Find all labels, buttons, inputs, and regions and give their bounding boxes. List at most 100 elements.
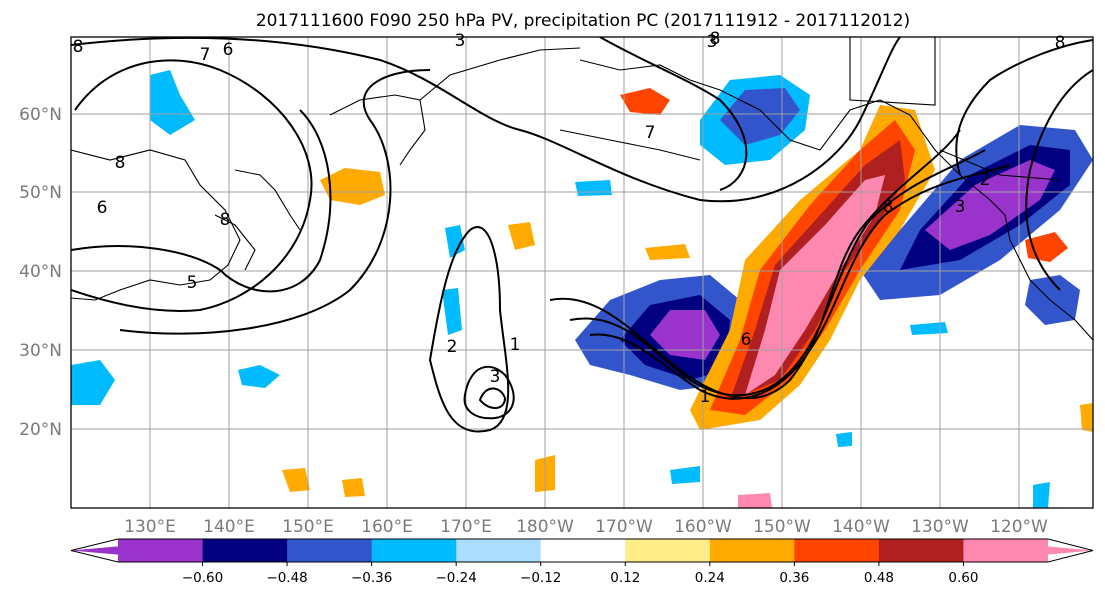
lon-label: 180°W: [516, 517, 574, 537]
contour-label: 8: [1055, 33, 1066, 53]
lon-label: 120°W: [990, 517, 1048, 537]
coastlines: [71, 37, 1093, 341]
pv-contours: [71, 37, 1093, 433]
colorbar-bin: [371, 539, 457, 562]
colorbar-tick-label: −0.36: [351, 570, 392, 586]
contour-5: [428, 226, 510, 433]
colorbar-bin: [709, 539, 795, 562]
shade-neg-small-7: [575, 180, 612, 196]
lon-label: 150°E: [282, 517, 334, 537]
latitude-labels: 60°N 50°N 40°N 30°N 20°N: [19, 105, 62, 440]
border-canada: [939, 149, 1061, 181]
colorbar-tick-label: 0.36: [779, 570, 809, 586]
contour-8: [549, 129, 961, 400]
coast-asia: [71, 149, 241, 301]
contour-6: [463, 365, 515, 420]
colorbar-tick-label: 0.12: [610, 570, 640, 586]
contour-label: 8: [115, 153, 126, 173]
contour-label: 8: [710, 29, 721, 49]
lon-label: 160°W: [674, 517, 732, 537]
contour-label: 5: [187, 273, 198, 293]
lat-label: 30°N: [19, 341, 62, 361]
shade-neg-nw: [150, 70, 195, 135]
contour-label: 1: [510, 335, 521, 355]
contour-label: 2: [447, 337, 458, 357]
figure-title: 2017111600 F090 250 hPa PV, precipitatio…: [256, 11, 910, 31]
contour-2: [71, 59, 313, 312]
contour-label: 7: [200, 45, 211, 65]
colorbar-bin: [118, 539, 203, 562]
colorbar-tick-label: 0.48: [864, 570, 894, 586]
contour-label: 3: [707, 32, 718, 52]
colorbar-bin: [202, 539, 288, 562]
contour-label: 6: [223, 40, 234, 60]
contour-4: [119, 69, 431, 335]
coast-hokkaido: [214, 214, 256, 271]
longitude-labels: 130°E 140°E 150°E 160°E 170°E 180°W 170°W 160°W…: [124, 517, 1048, 537]
colorbar-extend-max: [963, 539, 1093, 562]
contour-9: [569, 149, 986, 397]
shade-neg-small-1: [238, 365, 280, 388]
shade-pos-band-peak: [745, 175, 885, 395]
lon-label: 150°W: [753, 517, 811, 537]
contour-7: [478, 387, 507, 409]
colorbar-outline: [70, 538, 1094, 563]
coast-kurils: [234, 169, 301, 231]
colorbar-bin: [540, 539, 626, 562]
colorbar-tick-label: 0.60: [948, 570, 978, 586]
contour-label: 6: [741, 330, 752, 350]
colorbar-tick-label: −0.60: [182, 570, 223, 586]
lon-label: 140°E: [203, 517, 255, 537]
shade-neg-small-5: [910, 322, 948, 335]
colorbar-tick-label: −0.48: [266, 570, 307, 586]
contour-11: [955, 39, 1093, 176]
coast-aleutians: [559, 129, 701, 161]
shade-pos-small-4: [342, 478, 365, 497]
map-frame: [70, 36, 1094, 509]
lat-label: 60°N: [19, 105, 62, 125]
colorbar-bin: [878, 539, 964, 562]
lat-label: 50°N: [19, 183, 62, 203]
colorbar: −0.60 −0.48 −0.36 −0.24 −0.12 0.12 0.24 0.36 0.4…: [70, 538, 1094, 586]
colorbar-tick-label: −0.24: [435, 570, 476, 586]
shade-pos-small-2: [645, 244, 690, 260]
contour-label: 8: [73, 37, 84, 57]
contour-label: 3: [490, 367, 501, 387]
contour-label: 8: [883, 197, 894, 217]
contour-label: 7: [645, 123, 656, 143]
colorbar-tick-label: 0.24: [695, 570, 725, 586]
lat-label: 20°N: [19, 420, 62, 440]
contour-label: 6: [97, 198, 108, 218]
lon-label: 170°E: [440, 517, 492, 537]
lat-label: 40°N: [19, 262, 62, 282]
contour-12: [1025, 69, 1093, 291]
colorbar-tick-label: −0.12: [520, 570, 561, 586]
contour-10: [589, 164, 1011, 400]
lon-label: 170°W: [595, 517, 653, 537]
graticule: [71, 37, 1093, 508]
shade-pos-kamchatka: [320, 168, 385, 205]
coast-chukotka: [419, 47, 581, 101]
shade-neg-west: [71, 360, 115, 405]
contour-label: 8: [220, 210, 231, 230]
shade-neg-small-2: [445, 225, 465, 258]
lon-label: 130°W: [911, 517, 969, 537]
contour-1: [71, 37, 901, 203]
shade-neg-ne-peak: [925, 160, 1055, 250]
colorbar-bin: [625, 539, 711, 562]
lon-label: 130°E: [124, 517, 176, 537]
contour-label: 3: [955, 197, 966, 217]
contour-13: [599, 37, 748, 191]
shade-neg-small-8: [836, 432, 852, 447]
colorbar-bin: [456, 539, 542, 562]
contour-label: 2: [980, 170, 991, 190]
lon-label: 140°W: [832, 517, 890, 537]
shade-neg-small-6: [1033, 482, 1050, 508]
shade-pos-small-6: [738, 493, 772, 508]
contour-3: [71, 109, 332, 293]
shade-pos-small-1: [508, 222, 535, 250]
shade-neg-small-4: [670, 466, 700, 484]
